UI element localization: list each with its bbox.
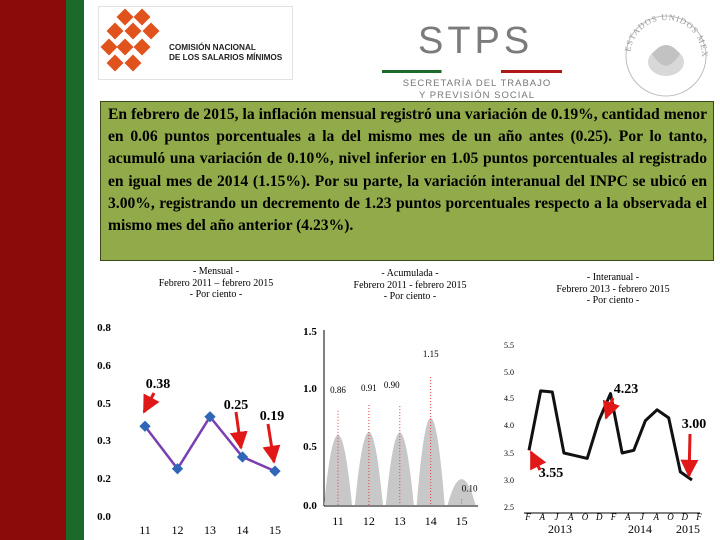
mensual-y-tick: 0.6 bbox=[97, 360, 111, 372]
mensual-x-tick: 15 bbox=[269, 523, 281, 537]
stps-subtitle-line1: SECRETARÍA DEL TRABAJO bbox=[402, 78, 552, 89]
chart-acumulada-title: - Acumulada - Febrero 2011 - febrero 201… bbox=[330, 268, 490, 303]
cnsm-name-line2: DE LOS SALARIOS MÍNIMOS bbox=[169, 53, 283, 62]
interanual-arrow-2013 bbox=[529, 450, 547, 471]
interanual-month-tick: J bbox=[555, 512, 560, 522]
stps-logo: STPS bbox=[418, 20, 534, 62]
acumulada-label-11: 0.86 bbox=[330, 385, 346, 395]
acumulada-label-12: 0.91 bbox=[361, 383, 377, 393]
mensual-y-tick: 0.2 bbox=[97, 473, 111, 485]
chart-acumulada-title-line1: - Acumulada - bbox=[381, 268, 439, 279]
stps-subtitle-line2: Y PREVISIÓN SOCIAL bbox=[418, 90, 536, 101]
acumulada-y-tick: 1.0 bbox=[303, 383, 317, 395]
interanual-y-tick: 3.5 bbox=[504, 449, 514, 458]
mensual-y-tick: 0.0 bbox=[97, 511, 111, 523]
interanual-month-tick: D bbox=[681, 512, 689, 522]
mensual-arrow-2015 bbox=[262, 423, 281, 464]
summary-textbox: En febrero de 2015, la inflación mensual… bbox=[100, 101, 714, 261]
interanual-month-tick: A bbox=[567, 512, 574, 522]
national-seal-icon: ESTADOS UNIDOS MEXICANOS bbox=[618, 4, 709, 97]
interanual-y-tick: 2.5 bbox=[504, 503, 514, 512]
acumulada-peak-13 bbox=[385, 432, 414, 505]
chart-interanual-title-line2: Febrero 2013 - febrero 2015 bbox=[556, 283, 670, 295]
mensual-point-11 bbox=[139, 420, 151, 432]
acumulada-x-tick: 12 bbox=[363, 514, 375, 528]
chart-mensual-title-line2: Febrero 2011 – febrero 2015 bbox=[158, 277, 274, 289]
acumulada-x-tick: 11 bbox=[332, 514, 344, 528]
interanual-month-tick: F bbox=[524, 512, 531, 522]
summary-text: En febrero de 2015, la inflación mensual… bbox=[108, 106, 707, 235]
mensual-x-tick: 14 bbox=[237, 523, 249, 537]
stps-tricolor-rule bbox=[382, 70, 562, 73]
mensual-point-13 bbox=[204, 411, 216, 423]
acumulada-x-tick: 13 bbox=[394, 514, 406, 528]
acumulada-y-tick: 0.5 bbox=[303, 441, 317, 453]
interanual-month-tick: O bbox=[582, 512, 589, 522]
interanual-y-tick: 4.0 bbox=[504, 421, 514, 430]
interanual-y-tick: 3.0 bbox=[504, 476, 514, 485]
mensual-y-tick: 0.3 bbox=[97, 435, 111, 447]
acumulada-peak-15 bbox=[447, 479, 476, 505]
acumulada-label-15: 0.10 bbox=[462, 483, 478, 493]
mensual-point-12 bbox=[171, 463, 184, 475]
chart-acumulada-title-line2: Febrero 2011 - febrero 2015 bbox=[353, 279, 467, 291]
mensual-point-15 bbox=[269, 465, 281, 477]
interanual-month-tick: D bbox=[595, 512, 603, 522]
mensual-label-2011: 0.38 bbox=[146, 377, 171, 392]
cnsm-name-line1: COMISIÓN NACIONAL bbox=[169, 43, 256, 52]
mensual-y-tick: 0.8 bbox=[97, 322, 111, 334]
interanual-month-tick: J bbox=[640, 512, 645, 522]
interanual-month-tick: A bbox=[624, 512, 631, 522]
interanual-month-tick: F bbox=[610, 512, 617, 522]
sidebar-red-band bbox=[0, 0, 66, 540]
interanual-year-tick: 2015 bbox=[676, 522, 700, 536]
cnsm-logo: COMISIÓN NACIONAL DE LOS SALARIOS MÍNIMO… bbox=[98, 6, 293, 80]
mensual-arrow-2014 bbox=[229, 411, 248, 450]
acumulada-x-tick: 14 bbox=[425, 514, 437, 528]
interanual-month-tick: A bbox=[539, 512, 546, 522]
interanual-month-tick: F bbox=[695, 512, 702, 522]
acumulada-label-14: 1.15 bbox=[423, 349, 439, 359]
chart-interanual-title-line3: - Por ciento - bbox=[586, 295, 640, 306]
mensual-series-line bbox=[144, 414, 276, 473]
interanual-arrow-2014 bbox=[602, 397, 620, 420]
interanual-year-tick: 2014 bbox=[628, 522, 652, 536]
interanual-y-tick: 4.5 bbox=[504, 394, 514, 403]
mensual-y-tick: 0.5 bbox=[97, 398, 111, 410]
stps-subtitle: SECRETARÍA DEL TRABAJO Y PREVISIÓN SOCIA… bbox=[392, 78, 562, 102]
mensual-arrow-2011 bbox=[142, 392, 160, 414]
sidebar-green-band bbox=[66, 0, 84, 540]
acumulada-y-tick: 1.5 bbox=[303, 326, 317, 338]
interanual-month-tick: A bbox=[653, 512, 660, 522]
acumulada-x-tick: 15 bbox=[456, 514, 468, 528]
interanual-label-2013: 3.55 bbox=[539, 466, 564, 481]
acumulada-label-13: 0.90 bbox=[384, 380, 400, 390]
interanual-label-2015: 3.00 bbox=[682, 417, 707, 432]
interanual-month-tick: O bbox=[667, 512, 674, 522]
acumulada-peak-11 bbox=[324, 434, 352, 505]
interanual-y-tick: 5.5 bbox=[504, 341, 514, 350]
mensual-label-2015: 0.19 bbox=[260, 409, 285, 424]
mensual-point-14 bbox=[236, 451, 249, 463]
interanual-y-tick: 5.0 bbox=[504, 368, 514, 377]
chart-mensual-title-line1: - Mensual - bbox=[192, 266, 240, 277]
sidebar-white-band bbox=[84, 0, 88, 540]
chart-interanual-title: - Interanual - Febrero 2013 - febrero 20… bbox=[532, 272, 694, 307]
interanual-year-tick: 2013 bbox=[548, 522, 572, 536]
cnsm-emblem-icon bbox=[100, 8, 160, 72]
acumulada-y-tick: 0.0 bbox=[303, 500, 317, 512]
interanual-arrow-2015 bbox=[680, 433, 699, 478]
mensual-label-2014: 0.25 bbox=[224, 398, 249, 413]
mensual-x-tick: 13 bbox=[204, 523, 216, 537]
mensual-x-tick: 12 bbox=[172, 523, 184, 537]
chart-mensual-title: - Mensual - Febrero 2011 – febrero 2015 … bbox=[136, 266, 296, 301]
chart-mensual-title-line3: - Por ciento - bbox=[189, 289, 243, 300]
interanual-label-2014: 4.23 bbox=[614, 382, 639, 397]
interanual-series-line bbox=[527, 389, 693, 482]
chart-interanual-title-line1: - Interanual - bbox=[586, 272, 640, 283]
chart-acumulada-title-line3: - Por ciento - bbox=[383, 291, 437, 302]
mensual-x-tick: 11 bbox=[139, 523, 151, 537]
